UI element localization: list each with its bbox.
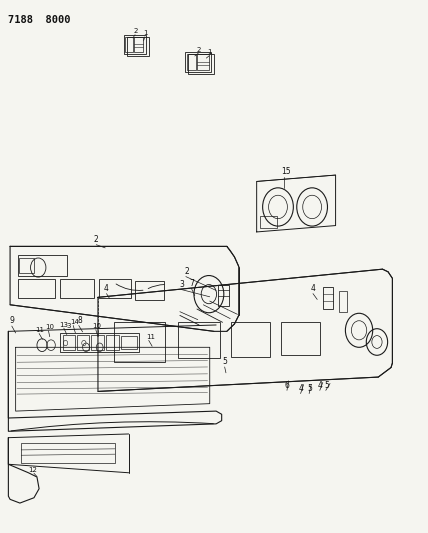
- Text: 3: 3: [67, 323, 71, 329]
- Bar: [218, 285, 229, 306]
- Bar: [185, 52, 211, 72]
- Text: 6: 6: [285, 381, 290, 390]
- Bar: [125, 37, 133, 52]
- Text: 2: 2: [197, 47, 201, 53]
- Bar: [178, 322, 220, 358]
- Text: 12: 12: [28, 467, 37, 473]
- Bar: [135, 281, 164, 300]
- Text: 3: 3: [179, 280, 184, 289]
- Text: 7188  8000: 7188 8000: [9, 15, 71, 25]
- Bar: [99, 279, 131, 298]
- Text: 10: 10: [45, 324, 54, 330]
- Text: 7: 7: [189, 279, 194, 288]
- Text: 4: 4: [310, 284, 315, 293]
- Text: 4: 4: [298, 384, 303, 393]
- Bar: [107, 335, 119, 351]
- Text: 5: 5: [307, 384, 312, 393]
- Bar: [187, 54, 196, 70]
- Bar: [18, 258, 33, 273]
- Bar: [21, 443, 115, 463]
- Text: 1: 1: [144, 30, 148, 36]
- Text: 2: 2: [94, 235, 98, 244]
- Bar: [60, 333, 140, 352]
- Bar: [114, 322, 165, 362]
- Text: 5: 5: [324, 381, 329, 390]
- Bar: [127, 37, 149, 56]
- Text: 10: 10: [92, 323, 101, 329]
- Bar: [62, 335, 75, 351]
- Bar: [91, 335, 104, 351]
- Bar: [197, 54, 209, 70]
- Bar: [124, 35, 146, 54]
- Bar: [281, 322, 320, 356]
- Text: 9: 9: [9, 316, 14, 325]
- Text: 5: 5: [223, 358, 227, 367]
- Text: 11: 11: [146, 334, 155, 340]
- Text: 1: 1: [208, 50, 212, 55]
- Bar: [18, 279, 55, 298]
- Text: 8: 8: [77, 316, 82, 325]
- Bar: [188, 54, 214, 74]
- Bar: [323, 287, 333, 309]
- Text: 15: 15: [281, 167, 291, 176]
- Bar: [121, 336, 137, 350]
- Bar: [231, 322, 270, 357]
- Text: 2: 2: [134, 28, 138, 34]
- Text: 14: 14: [70, 319, 79, 325]
- Bar: [18, 255, 67, 276]
- Bar: [60, 279, 94, 298]
- Text: 13: 13: [59, 321, 68, 328]
- Bar: [134, 37, 143, 52]
- Bar: [339, 292, 347, 312]
- Text: 2: 2: [184, 267, 189, 276]
- Text: 4: 4: [317, 381, 322, 390]
- Text: 11: 11: [36, 327, 45, 333]
- Bar: [77, 335, 89, 351]
- Bar: [260, 216, 277, 228]
- Text: 4: 4: [104, 284, 109, 293]
